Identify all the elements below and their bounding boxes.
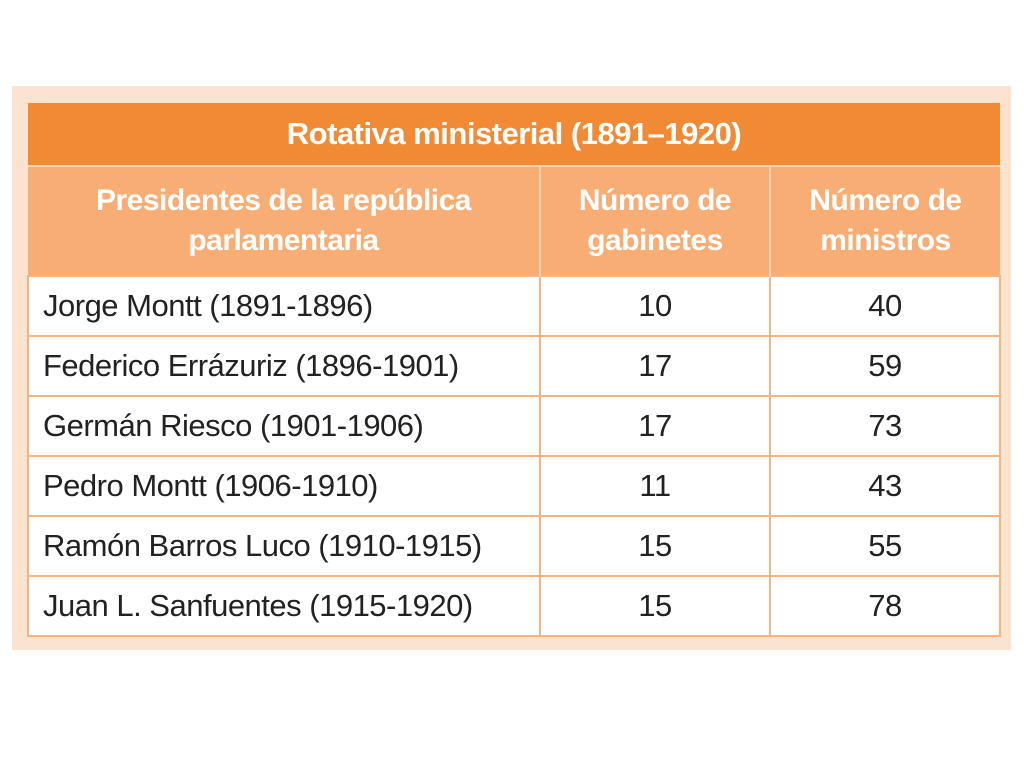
table-title: Rotativa ministerial (1891–1920) [28,103,1000,166]
table-row: Juan L. Sanfuentes (1915-1920) 15 78 [27,575,1001,637]
ministros-cell: 59 [769,335,1001,397]
gabinetes-cell: 17 [539,335,771,397]
table-row: Federico Errázuriz (1896-1901) 17 59 [27,335,1001,397]
header-presidentes: Presidentes de la república parlamentari… [28,165,540,276]
header-numero-ministros: Número de ministros [769,165,1000,276]
table-row: Ramón Barros Luco (1910-1915) 15 55 [27,515,1001,577]
president-cell: Pedro Montt (1906-1910) [27,455,541,517]
gabinetes-cell: 15 [539,515,771,577]
gabinetes-cell: 10 [539,275,771,337]
table-row: Jorge Montt (1891-1896) 10 40 [27,275,1001,337]
table-row: Germán Riesco (1901-1906) 17 73 [27,395,1001,457]
president-cell: Jorge Montt (1891-1896) [27,275,541,337]
president-cell: Ramón Barros Luco (1910-1915) [27,515,541,577]
table-header-row: Presidentes de la república parlamentari… [28,165,1000,276]
president-cell: Federico Errázuriz (1896-1901) [27,335,541,397]
gabinetes-cell: 17 [539,395,771,457]
ministros-cell: 78 [769,575,1001,637]
table-title-row: Rotativa ministerial (1891–1920) [28,103,1000,166]
president-cell: Germán Riesco (1901-1906) [27,395,541,457]
ministros-cell: 43 [769,455,1001,517]
header-numero-gabinetes: Número de gabinetes [539,165,770,276]
gabinetes-cell: 11 [539,455,771,517]
ministros-cell: 73 [769,395,1001,457]
rotativa-ministerial-table: Rotativa ministerial (1891–1920) Preside… [27,103,1001,637]
ministros-cell: 40 [769,275,1001,337]
president-cell: Juan L. Sanfuentes (1915-1920) [27,575,541,637]
table-row: Pedro Montt (1906-1910) 11 43 [27,455,1001,517]
ministros-cell: 55 [769,515,1001,577]
gabinetes-cell: 15 [539,575,771,637]
